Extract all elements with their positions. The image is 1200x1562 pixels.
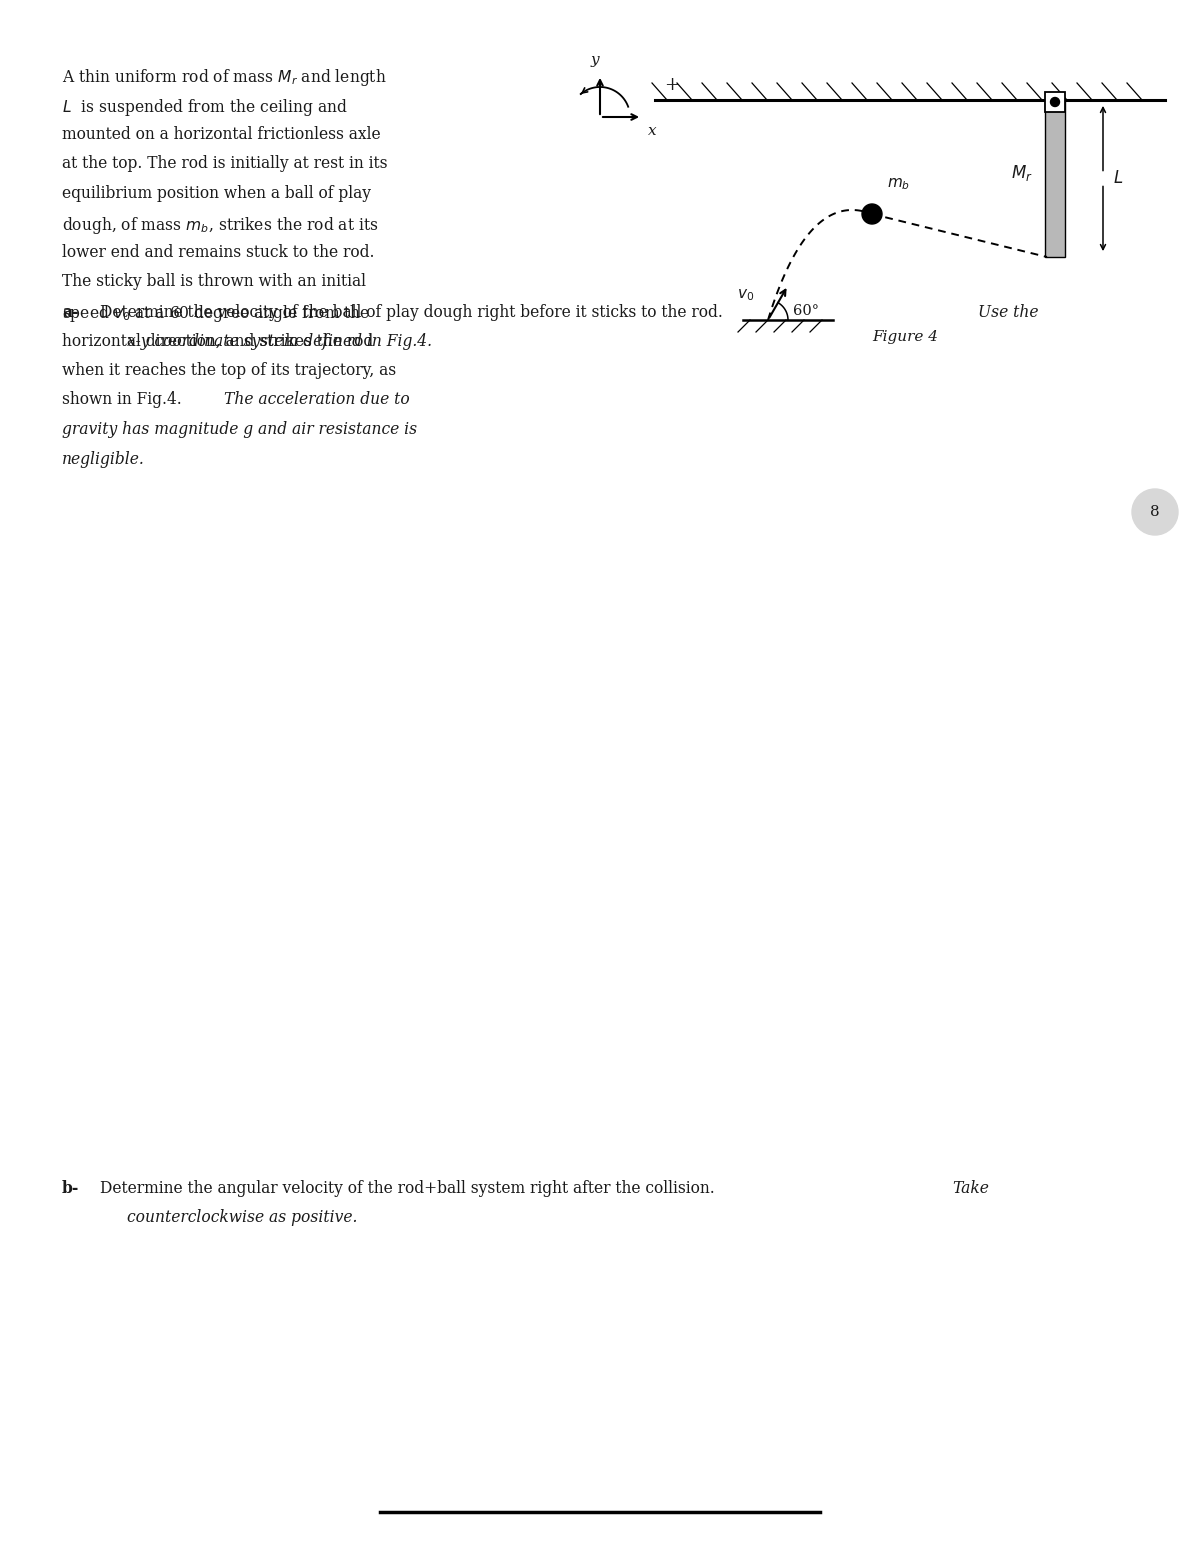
- Text: 60°: 60°: [793, 305, 818, 319]
- Text: +: +: [665, 77, 679, 94]
- Text: Use the: Use the: [978, 305, 1038, 322]
- Text: 8: 8: [1150, 505, 1160, 519]
- Text: when it reaches the top of its trajectory, as: when it reaches the top of its trajector…: [62, 362, 396, 380]
- Text: shown in Fig.4.: shown in Fig.4.: [62, 392, 187, 409]
- Text: A thin uniform rod of mass $M_r$ and length: A thin uniform rod of mass $M_r$ and len…: [62, 67, 386, 87]
- Circle shape: [1050, 97, 1060, 106]
- Text: a-: a-: [62, 305, 79, 322]
- Text: $m_b$: $m_b$: [887, 177, 910, 192]
- Bar: [1045, 100, 1066, 258]
- Circle shape: [1132, 489, 1178, 536]
- Text: $M_r$: $M_r$: [1012, 164, 1033, 183]
- Text: b-: b-: [62, 1179, 79, 1196]
- Text: $L$: $L$: [1114, 170, 1123, 187]
- Text: x-y coordinate system defined in Fig.4.: x-y coordinate system defined in Fig.4.: [127, 334, 432, 350]
- Text: Determine the velocity of the ball of play dough right before it sticks to the r: Determine the velocity of the ball of pl…: [100, 305, 727, 322]
- Text: equilibrium position when a ball of play: equilibrium position when a ball of play: [62, 184, 371, 201]
- Text: Figure 4: Figure 4: [872, 330, 938, 344]
- Text: $v_0$: $v_0$: [737, 287, 754, 303]
- Text: $L$  is suspended from the ceiling and: $L$ is suspended from the ceiling and: [62, 97, 348, 117]
- Text: mounted on a horizontal frictionless axle: mounted on a horizontal frictionless axl…: [62, 127, 380, 144]
- Text: counterclockwise as positive.: counterclockwise as positive.: [127, 1209, 358, 1226]
- Text: horizontal direction, and strikes the rod: horizontal direction, and strikes the ro…: [62, 333, 373, 350]
- Text: Take: Take: [952, 1179, 989, 1196]
- Text: speed $v_0$ at a 60 degree angle from the: speed $v_0$ at a 60 degree angle from th…: [62, 303, 371, 323]
- Text: at the top. The rod is initially at rest in its: at the top. The rod is initially at rest…: [62, 156, 388, 172]
- Text: dough, of mass $m_b$, strikes the rod at its: dough, of mass $m_b$, strikes the rod at…: [62, 214, 379, 236]
- Text: y: y: [590, 53, 599, 67]
- Text: negligible.: negligible.: [62, 450, 145, 467]
- Text: gravity has magnitude g and air resistance is: gravity has magnitude g and air resistan…: [62, 422, 418, 437]
- Text: lower end and remains stuck to the rod.: lower end and remains stuck to the rod.: [62, 244, 374, 261]
- Bar: [1045, 92, 1066, 112]
- Text: The acceleration due to: The acceleration due to: [224, 392, 409, 409]
- Text: Determine the angular velocity of the rod+ball system right after the collision.: Determine the angular velocity of the ro…: [100, 1179, 720, 1196]
- Text: The sticky ball is thrown with an initial: The sticky ball is thrown with an initia…: [62, 273, 366, 291]
- Text: x: x: [648, 123, 656, 137]
- Circle shape: [862, 205, 882, 223]
